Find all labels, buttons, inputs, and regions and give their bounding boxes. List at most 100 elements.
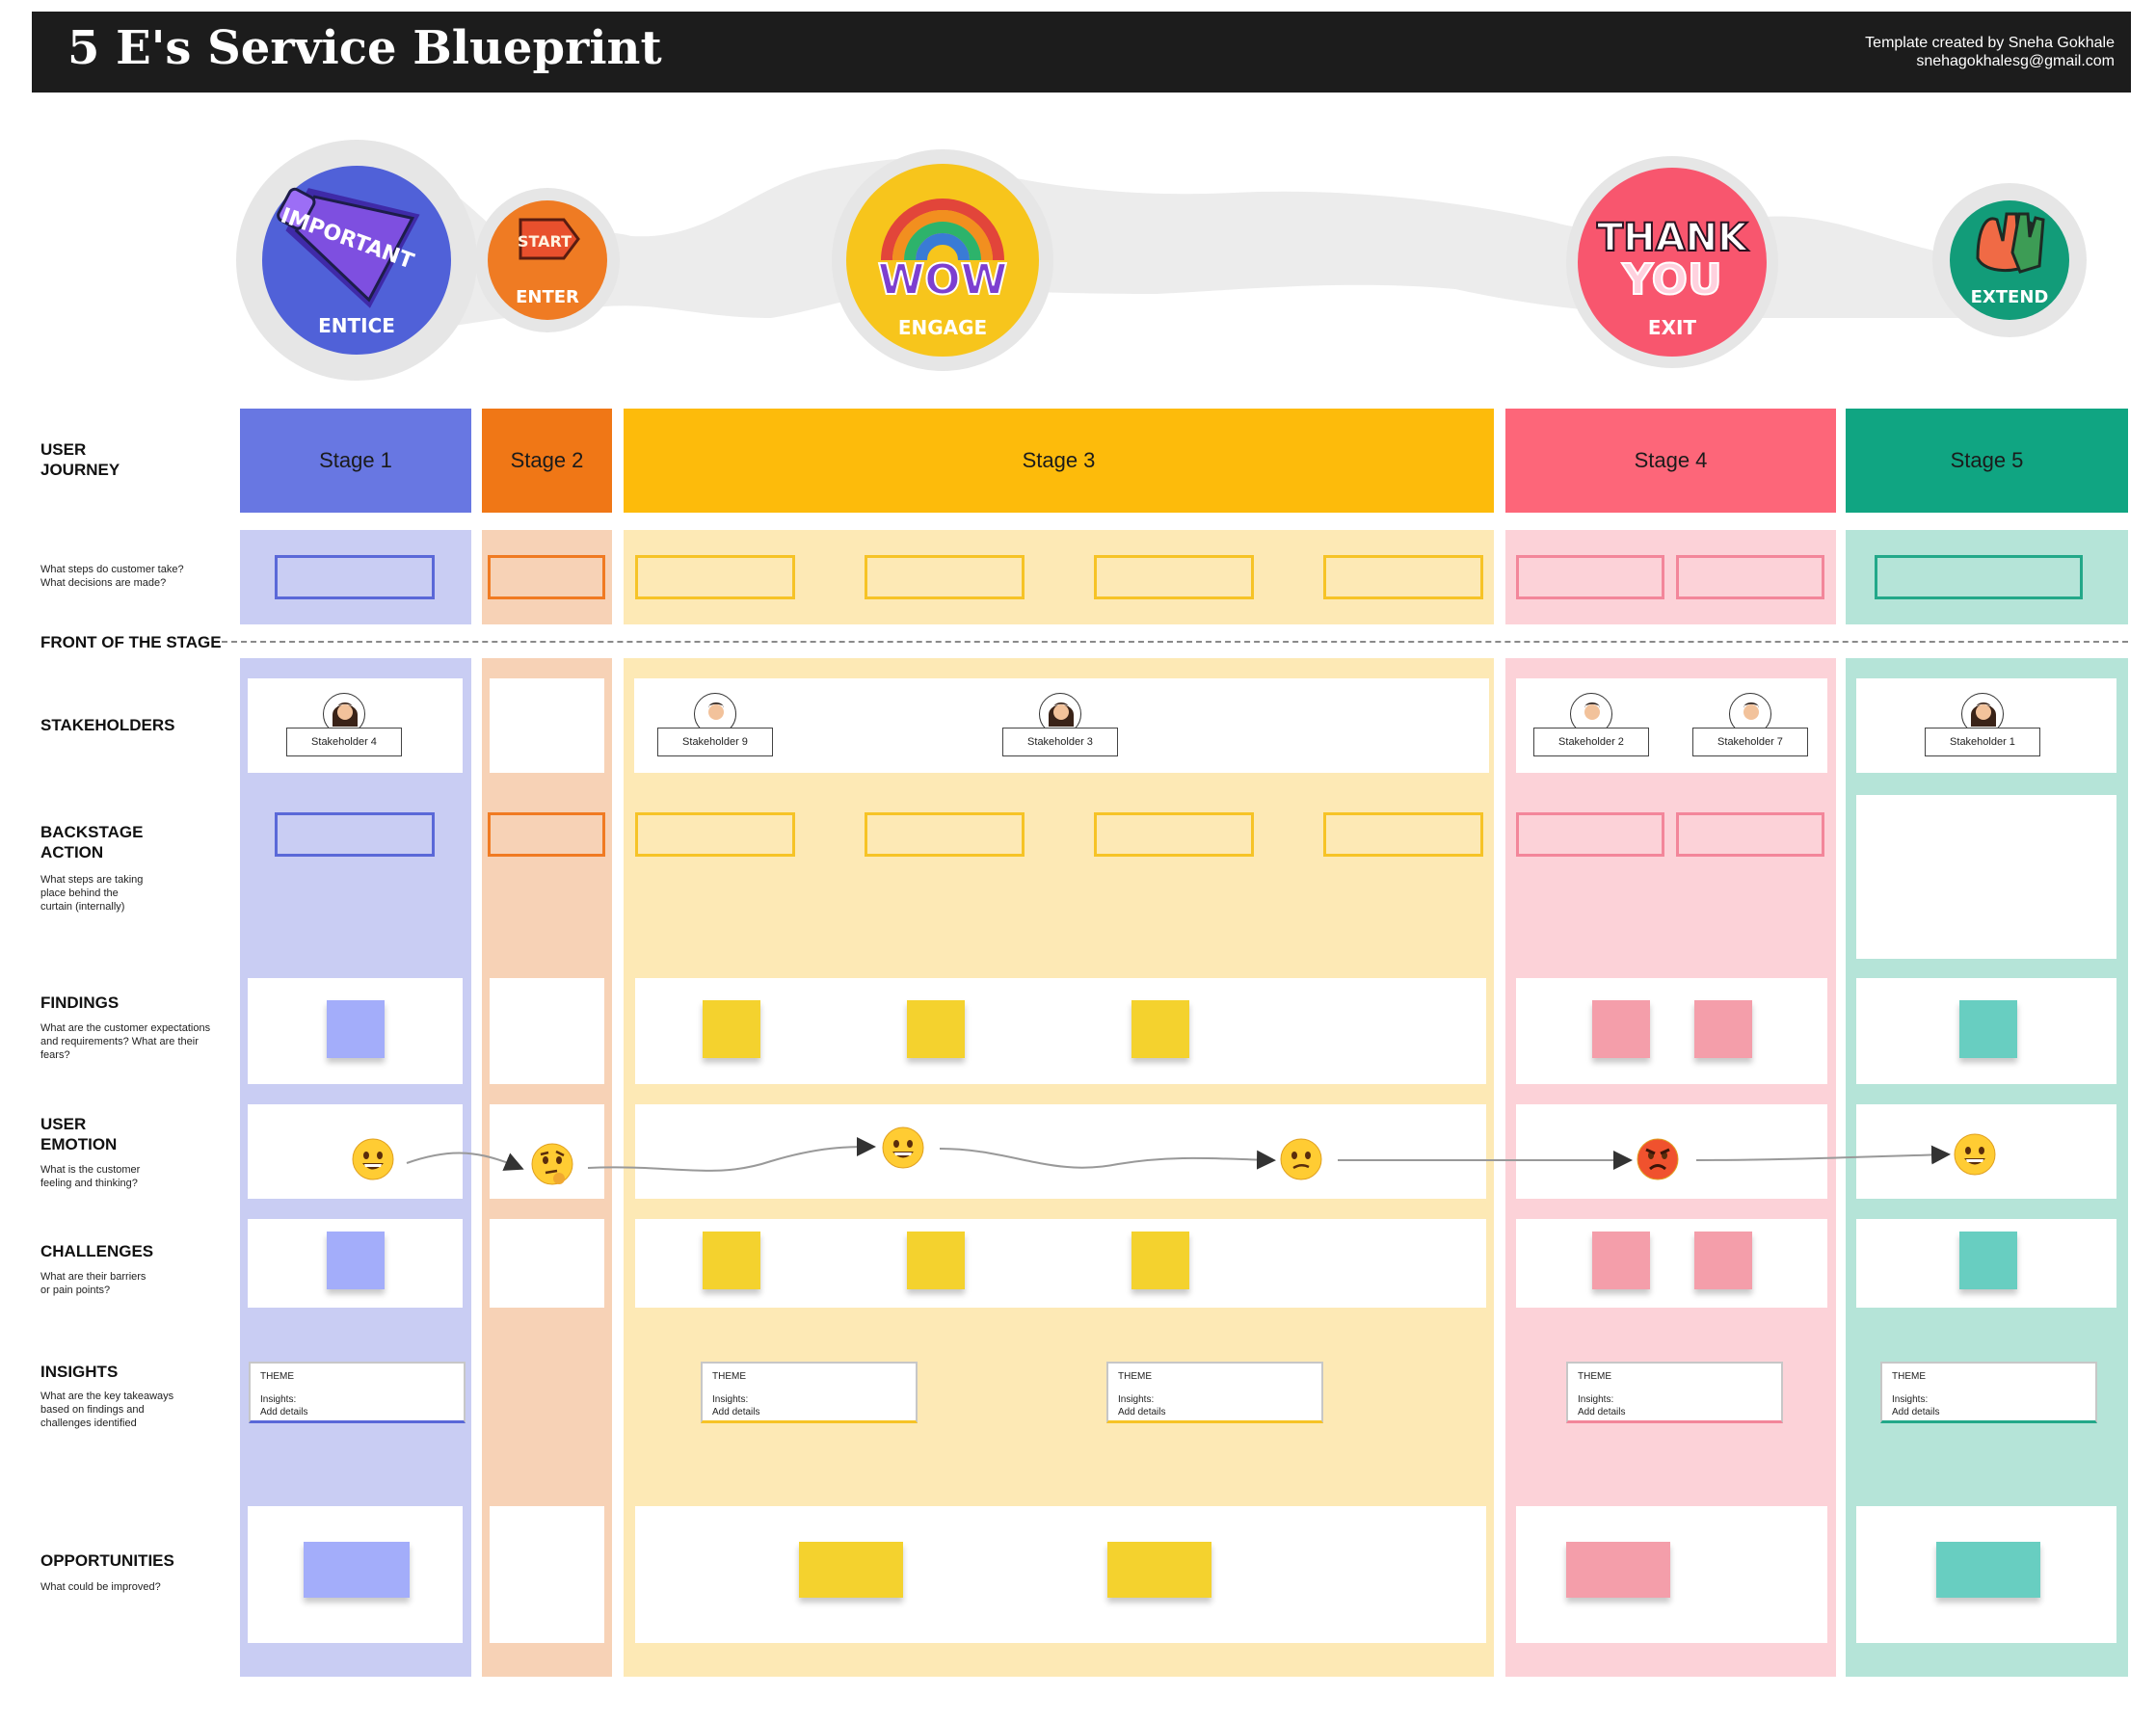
- stage-header-label: Stage 5: [1950, 448, 2024, 472]
- backstage-box[interactable]: [1516, 812, 1664, 857]
- credit-email: snehagokhalesg@gmail.com: [1916, 53, 2115, 69]
- backstage-box[interactable]: [488, 812, 605, 857]
- thinking-face-icon: [530, 1142, 574, 1186]
- stage-header-label: Stage 1: [319, 448, 392, 472]
- row-label-challenges: CHALLENGES: [40, 1242, 154, 1260]
- stage-header-label: Stage 3: [1022, 448, 1096, 472]
- row-label-stakeholders: STAKEHOLDERS: [40, 716, 175, 734]
- row-label-emotion: USER EMOTION: [40, 1115, 118, 1153]
- stakeholder-card[interactable]: Stakeholder 3: [1002, 693, 1118, 760]
- insight-details: Add details: [1118, 1407, 1166, 1417]
- findings-panel: [490, 978, 604, 1084]
- finding-sticky: [327, 1000, 385, 1058]
- page-title: 5 E's Service Blueprint: [67, 21, 662, 75]
- thank-you-icon: THANK YOU: [1596, 215, 1750, 305]
- step-box[interactable]: [1323, 555, 1483, 599]
- backstage-box[interactable]: [275, 812, 435, 857]
- challenge-sticky: [327, 1232, 385, 1289]
- stakeholder-card[interactable]: Stakeholder 2: [1533, 693, 1649, 760]
- insight-card[interactable]: THEME Insights: Add details: [1106, 1362, 1323, 1423]
- stage-header-4[interactable]: Stage 4: [1505, 409, 1836, 513]
- challenges-panel: [635, 1219, 1486, 1308]
- stakeholder-card[interactable]: Stakeholder 7: [1692, 693, 1808, 760]
- insight-card[interactable]: THEME Insights: Add details: [249, 1362, 466, 1423]
- backstage-box[interactable]: [865, 812, 1025, 857]
- backstage-box[interactable]: [635, 812, 795, 857]
- stage-header-label: Stage 2: [510, 448, 584, 472]
- insight-card[interactable]: THEME Insights: Add details: [1566, 1362, 1783, 1423]
- opportunity-sticky: [1936, 1542, 2040, 1598]
- stakeholders-panel: [490, 678, 604, 773]
- backstage-box[interactable]: [1323, 812, 1483, 857]
- step-box[interactable]: [1676, 555, 1824, 599]
- opportunities-panel: [490, 1506, 604, 1643]
- badge-extend-label: EXTEND: [1971, 287, 2049, 307]
- stakeholders-panel: [1516, 678, 1827, 773]
- stakeholder-card[interactable]: Stakeholder 1: [1925, 693, 2040, 760]
- angry-face-icon: [1636, 1137, 1680, 1181]
- challenge-sticky: [1694, 1232, 1752, 1289]
- opportunity-sticky: [1107, 1542, 1211, 1598]
- start-sign-icon: START: [518, 218, 580, 260]
- steps-strip-2: [482, 530, 612, 624]
- step-box[interactable]: [635, 555, 795, 599]
- stage-header-1[interactable]: Stage 1: [240, 409, 471, 513]
- challenge-sticky: [1959, 1232, 2017, 1289]
- stakeholder-card[interactable]: Stakeholder 4: [286, 693, 402, 760]
- badge-exit: [1578, 168, 1767, 357]
- row-sub-emotion: What is the customer feeling and thinkin…: [40, 1164, 141, 1189]
- insight-details: Add details: [1578, 1407, 1626, 1417]
- finding-sticky: [703, 1000, 760, 1058]
- emotion-panel: [635, 1104, 1486, 1199]
- row-label-front-of-stage: FRONT OF THE STAGE: [40, 632, 229, 652]
- steps-strip-3: [624, 530, 1494, 624]
- finding-sticky: [1131, 1000, 1189, 1058]
- step-box[interactable]: [1094, 555, 1254, 599]
- stage-header-5[interactable]: Stage 5: [1846, 409, 2128, 513]
- row-sub-challenges: What are their barriers or pain points?: [40, 1271, 146, 1296]
- stage-header-label: Stage 4: [1634, 448, 1708, 472]
- insight-card[interactable]: THEME Insights: Add details: [701, 1362, 918, 1423]
- step-box[interactable]: [1875, 555, 2083, 599]
- finding-sticky: [1959, 1000, 2017, 1058]
- row-sub-backstage: What steps are taking place behind the c…: [40, 874, 144, 913]
- insight-details: Add details: [712, 1407, 760, 1417]
- emotion-connector-1: [406, 1152, 524, 1171]
- challenge-sticky: [1131, 1232, 1189, 1289]
- finding-sticky: [1592, 1000, 1650, 1058]
- insight-theme: THEME: [1578, 1371, 1611, 1382]
- svg-text:YOU: YOU: [1621, 255, 1721, 305]
- step-box[interactable]: [1516, 555, 1664, 599]
- stakeholder-label: Stakeholder 3: [1002, 728, 1118, 756]
- challenge-sticky: [1592, 1232, 1650, 1289]
- badge-engage: [846, 164, 1039, 357]
- svg-text:THANK: THANK: [1597, 216, 1749, 260]
- credit-author: Template created by Sneha Gokhale: [1865, 35, 2115, 51]
- insight-details: Add details: [260, 1407, 308, 1417]
- stakeholder-card[interactable]: Stakeholder 9: [657, 693, 773, 760]
- backstage-box[interactable]: [1676, 812, 1824, 857]
- challenges-panel: [1516, 1219, 1827, 1308]
- insight-theme: THEME: [1118, 1371, 1152, 1382]
- svg-text:WOW: WOW: [878, 255, 1007, 305]
- five-e-banner: IMPORTANT ENTICE START ENTER WOW ENGAGE …: [236, 140, 2087, 381]
- stage-header-3[interactable]: Stage 3: [624, 409, 1494, 513]
- row-label-user-journey: USER JOURNEY: [40, 440, 120, 479]
- insight-heading: Insights:: [1892, 1394, 1929, 1405]
- step-box[interactable]: [865, 555, 1025, 599]
- stage-header-2[interactable]: Stage 2: [482, 409, 612, 513]
- step-box[interactable]: [488, 555, 605, 599]
- row-sub-findings: What are the customer expectations and r…: [40, 1022, 211, 1061]
- backstage-box[interactable]: [1094, 812, 1254, 857]
- emotion-connector-5: [1695, 1145, 1951, 1165]
- header-bar: 5 E's Service Blueprint Template created…: [32, 12, 2131, 93]
- insight-heading: Insights:: [260, 1394, 297, 1405]
- stakeholder-label: Stakeholder 1: [1925, 728, 2040, 756]
- insight-theme: THEME: [1892, 1371, 1926, 1382]
- row-sub-insights: What are the key takeaways based on find…: [40, 1391, 174, 1429]
- step-box[interactable]: [275, 555, 435, 599]
- insight-card[interactable]: THEME Insights: Add details: [1880, 1362, 2097, 1423]
- findings-panel: [635, 978, 1486, 1084]
- stakeholder-label: Stakeholder 9: [657, 728, 773, 756]
